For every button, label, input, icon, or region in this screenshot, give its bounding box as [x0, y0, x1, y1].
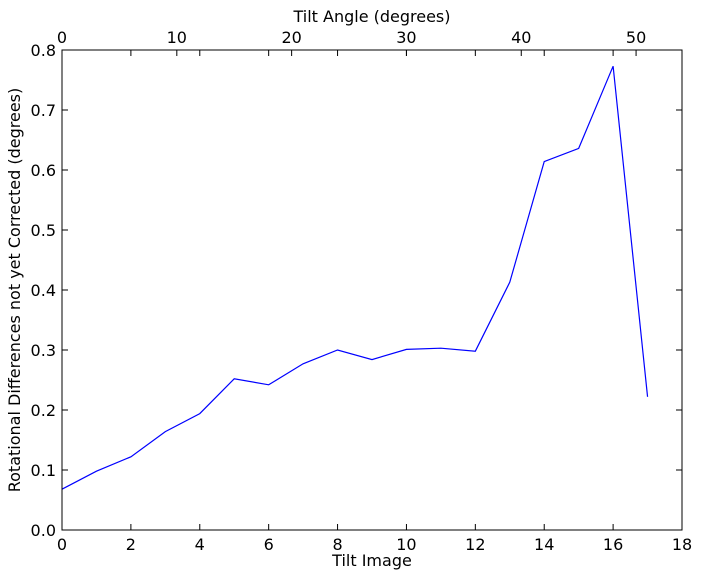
x-tick-label: 18	[672, 535, 692, 554]
x-tick-label: 10	[396, 535, 416, 554]
y-tick-label: 0.3	[31, 341, 56, 360]
y-tick-label: 0.8	[31, 41, 56, 60]
y-axis-title: Rotational Differences not yet Corrected…	[5, 88, 24, 493]
x2-tick-label: 0	[57, 28, 67, 47]
x-tick-label: 2	[126, 535, 136, 554]
x-tick-label: 4	[195, 535, 205, 554]
y-tick-label: 0.0	[31, 521, 56, 540]
x-tick-label: 6	[264, 535, 274, 554]
y-tick-label: 0.5	[31, 221, 56, 240]
y-tick-label: 0.1	[31, 461, 56, 480]
x2-tick-label: 10	[167, 28, 187, 47]
x2-tick-label: 20	[281, 28, 301, 47]
y-tick-label: 0.4	[31, 281, 56, 300]
x2-tick-label: 30	[396, 28, 416, 47]
top-x-axis-title: Tilt Angle (degrees)	[292, 7, 450, 26]
series-layer	[61, 65, 649, 490]
x-tick-label: 14	[534, 535, 554, 554]
plot-frame	[61, 49, 683, 531]
x-axis-title: Tilt Image	[331, 551, 412, 570]
y-tick-label: 0.7	[31, 101, 56, 120]
x-tick-label: 0	[57, 535, 67, 554]
series-line	[61, 65, 649, 490]
y-tick-label: 0.6	[31, 161, 56, 180]
x-tick-label: 16	[603, 535, 623, 554]
x-tick-label: 12	[465, 535, 485, 554]
y-tick-label: 0.2	[31, 401, 56, 420]
x2-tick-label: 50	[626, 28, 646, 47]
ticks-layer: 0 2 4 6 8 10 12 14 16 18 0 10 20 30 40 50 0.0 0.1 0.2 0.3 0.…	[31, 28, 693, 554]
x-tick-label: 8	[332, 535, 342, 554]
x2-tick-label: 40	[511, 28, 531, 47]
